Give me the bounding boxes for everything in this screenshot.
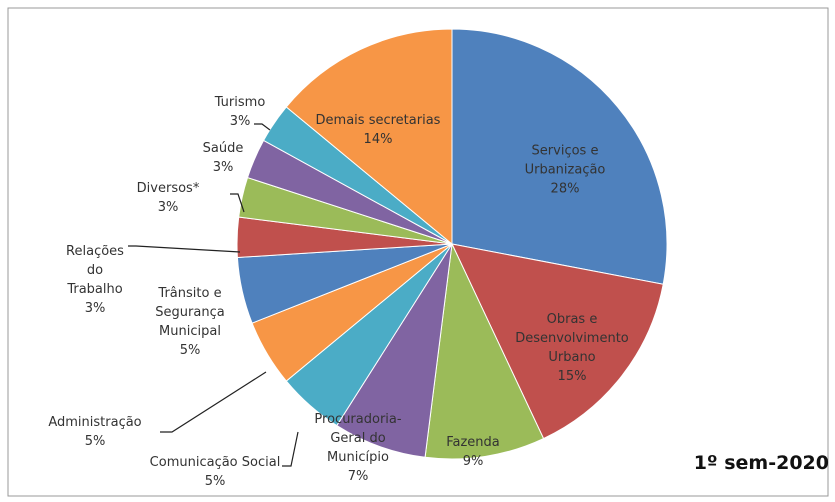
value-label: 28%	[550, 181, 580, 197]
slice-label: Fazenda 9%	[438, 433, 508, 471]
slice-label: Obras e Desenvolvimento Urbano 15%	[507, 310, 637, 386]
slice-label: Diversos* 3%	[123, 179, 213, 217]
category-label: Trânsito e Segurança Municipal	[155, 286, 225, 339]
value-label: 9%	[462, 454, 484, 469]
pie	[236, 28, 668, 460]
value-label: 3%	[212, 160, 234, 175]
leader-line	[254, 123, 271, 131]
category-label: Administração	[48, 415, 142, 430]
value-label: 5%	[84, 434, 106, 449]
value-label: 3%	[229, 114, 251, 129]
category-label: Demais secretarias	[315, 113, 441, 128]
category-label: Serviços e Urbanização	[524, 143, 606, 178]
value-label: 3%	[84, 301, 106, 316]
value-label: 7%	[347, 469, 369, 484]
leader-line	[160, 371, 267, 433]
slice-label: Administração 5%	[40, 413, 150, 451]
pie-slice	[451, 28, 668, 285]
value-label: 14%	[363, 132, 393, 147]
category-label: Turismo	[214, 95, 266, 110]
category-label: Saúde	[202, 141, 244, 156]
slice-label: Serviços e Urbanização 28%	[510, 142, 620, 199]
pie-slice	[451, 243, 664, 440]
category-label: Obras e Desenvolvimento Urbano	[515, 312, 629, 365]
slice-label: Demais secretarias 14%	[301, 111, 456, 149]
slice-label: Turismo 3%	[210, 93, 270, 131]
value-label: 5%	[179, 343, 201, 358]
slice-label: Comunicação Social 5%	[130, 453, 300, 491]
category-label: Comunicação Social	[149, 455, 281, 470]
value-label: 15%	[557, 369, 587, 384]
leaders	[128, 123, 299, 467]
category-label: Relações do Trabalho	[66, 244, 124, 297]
leader-line	[128, 245, 241, 253]
slice-label: Saúde 3%	[193, 139, 253, 177]
pie-slice	[285, 28, 453, 246]
category-label: Diversos*	[136, 181, 200, 196]
category-label: Procuradoria-Geral do Município	[314, 412, 402, 465]
leader-line	[230, 193, 245, 213]
leader-line	[282, 431, 299, 467]
slice-label: Trânsito e Segurança Municipal 5%	[145, 284, 235, 360]
slice-label: Procuradoria-Geral do Município 7%	[311, 410, 406, 486]
slice-label: Relações do Trabalho 3%	[58, 242, 133, 318]
value-label: 5%	[204, 474, 226, 489]
pie-slice	[424, 242, 545, 460]
value-label: 3%	[157, 200, 179, 215]
category-label: Fazenda	[446, 435, 500, 450]
subtitle: 1º sem-2020	[693, 452, 829, 474]
